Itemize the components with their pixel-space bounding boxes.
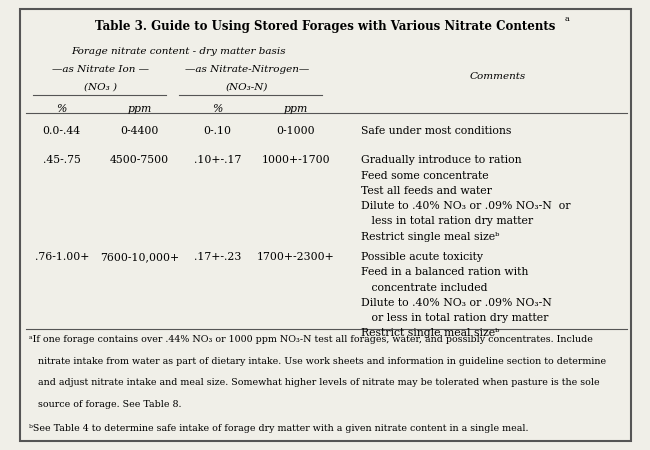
Text: 1000+-1700: 1000+-1700: [261, 155, 330, 165]
Text: Feed some concentrate: Feed some concentrate: [361, 171, 488, 180]
Text: source of forage. See Table 8.: source of forage. See Table 8.: [29, 400, 182, 409]
Text: %: %: [57, 104, 67, 113]
Text: %: %: [213, 104, 223, 113]
Text: Dilute to .40% NO₃ or .09% NO₃-N: Dilute to .40% NO₃ or .09% NO₃-N: [361, 298, 551, 308]
Text: or less in total ration dry matter: or less in total ration dry matter: [361, 313, 548, 323]
Text: Test all feeds and water: Test all feeds and water: [361, 186, 491, 196]
Text: concentrate included: concentrate included: [361, 283, 488, 293]
Text: Restrict single meal sizeᵇ: Restrict single meal sizeᵇ: [361, 328, 499, 338]
Text: nitrate intake from water as part of dietary intake. Use work sheets and informa: nitrate intake from water as part of die…: [29, 357, 606, 366]
Text: Gradually introduce to ration: Gradually introduce to ration: [361, 155, 521, 165]
Text: Restrict single meal sizeᵇ: Restrict single meal sizeᵇ: [361, 232, 499, 242]
Text: less in total ration dry matter: less in total ration dry matter: [361, 216, 533, 226]
Text: ᵃIf one forage contains over .44% NO₃ or 1000 ppm NO₃-N test all forages, water,: ᵃIf one forage contains over .44% NO₃ or…: [29, 335, 593, 344]
Text: Safe under most conditions: Safe under most conditions: [361, 126, 511, 136]
FancyBboxPatch shape: [20, 9, 630, 441]
Text: ppm: ppm: [127, 104, 152, 113]
Text: 4500-7500: 4500-7500: [111, 155, 169, 165]
Text: .76-1.00+: .76-1.00+: [34, 252, 89, 262]
Text: —as Nitrate Ion —: —as Nitrate Ion —: [52, 65, 150, 74]
Text: .45-.75: .45-.75: [43, 155, 81, 165]
Text: 0-.10: 0-.10: [203, 126, 232, 136]
Text: 0.0-.44: 0.0-.44: [43, 126, 81, 136]
Text: 0-4400: 0-4400: [120, 126, 159, 136]
Text: Comments: Comments: [469, 72, 525, 81]
Text: a: a: [564, 15, 569, 23]
Text: Forage nitrate content - dry matter basis: Forage nitrate content - dry matter basi…: [72, 47, 286, 56]
Text: .10+-.17: .10+-.17: [194, 155, 241, 165]
Text: ᵇSee Table 4 to determine safe intake of forage dry matter with a given nitrate : ᵇSee Table 4 to determine safe intake of…: [29, 424, 528, 433]
Text: 1700+-2300+: 1700+-2300+: [257, 252, 335, 262]
Text: (NO₃-N): (NO₃-N): [226, 82, 268, 91]
Text: 0-1000: 0-1000: [276, 126, 315, 136]
Text: Dilute to .40% NO₃ or .09% NO₃-N  or: Dilute to .40% NO₃ or .09% NO₃-N or: [361, 201, 570, 211]
Text: and adjust nitrate intake and meal size. Somewhat higher levels of nitrate may b: and adjust nitrate intake and meal size.…: [29, 378, 600, 387]
Text: Feed in a balanced ration with: Feed in a balanced ration with: [361, 267, 528, 277]
Text: ppm: ppm: [283, 104, 308, 113]
Text: —as Nitrate-Nitrogen—: —as Nitrate-Nitrogen—: [185, 65, 309, 74]
Text: .17+-.23: .17+-.23: [194, 252, 241, 262]
Text: (NO₃ ): (NO₃ ): [84, 82, 117, 91]
Text: 7600-10,000+: 7600-10,000+: [100, 252, 179, 262]
Text: Table 3. Guide to Using Stored Forages with Various Nitrate Contents: Table 3. Guide to Using Stored Forages w…: [95, 20, 555, 33]
Text: Possible acute toxicity: Possible acute toxicity: [361, 252, 483, 262]
